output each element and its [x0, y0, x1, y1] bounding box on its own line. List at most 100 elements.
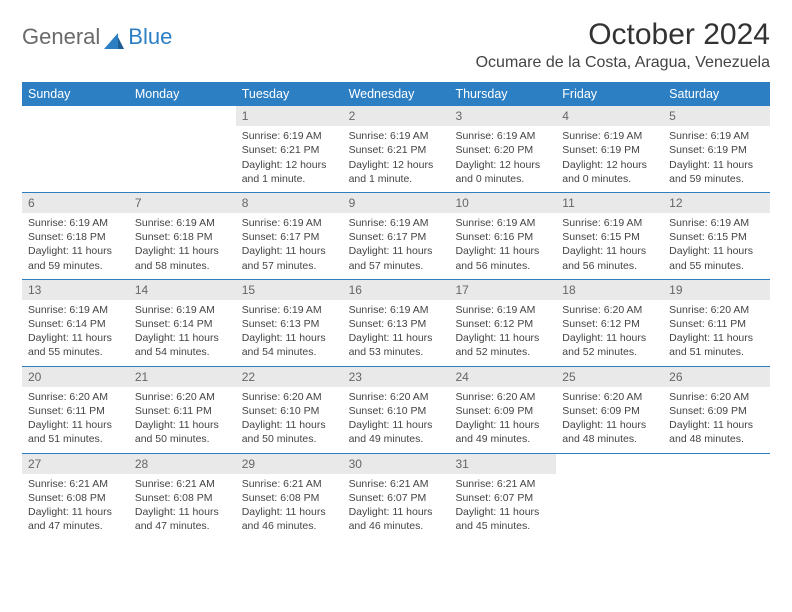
calendar-cell: 6Sunrise: 6:19 AMSunset: 6:18 PMDaylight…	[22, 193, 129, 279]
calendar-cell: 15Sunrise: 6:19 AMSunset: 6:13 PMDayligh…	[236, 280, 343, 366]
day-number: 13	[22, 280, 129, 300]
calendar-cell: 23Sunrise: 6:20 AMSunset: 6:10 PMDayligh…	[343, 367, 450, 453]
day-number: 7	[129, 193, 236, 213]
sunset-text: Sunset: 6:10 PM	[242, 404, 337, 418]
calendar-cell: 13Sunrise: 6:19 AMSunset: 6:14 PMDayligh…	[22, 280, 129, 366]
calendar-cell: 29 Sunrise: 6:21 AMSunset: 6:08 PMDayligh…	[236, 454, 343, 540]
day-number: 29	[236, 454, 343, 474]
calendar-week: 1Sunrise: 6:19 AMSunset: 6:21 PMDaylight…	[22, 106, 770, 193]
day-number: 8	[236, 193, 343, 213]
calendar-week: 13Sunrise: 6:19 AMSunset: 6:14 PMDayligh…	[22, 280, 770, 367]
sunset-text: Sunset: 6:07 PM	[455, 491, 550, 505]
calendar-cell: 16Sunrise: 6:19 AMSunset: 6:13 PMDayligh…	[343, 280, 450, 366]
day-number: 24	[449, 367, 556, 387]
daylight-text: Daylight: 11 hours and 55 minutes.	[28, 331, 123, 359]
daylight-text: Daylight: 12 hours and 1 minute.	[349, 158, 444, 186]
sunset-text: Sunset: 6:12 PM	[455, 317, 550, 331]
day-number: 21	[129, 367, 236, 387]
daylight-text: Daylight: 11 hours and 57 minutes.	[349, 244, 444, 272]
sunset-text: Sunset: 6:14 PM	[28, 317, 123, 331]
calendar-cell: 19Sunrise: 6:20 AMSunset: 6:11 PMDayligh…	[663, 280, 770, 366]
calendar-cell: 20Sunrise: 6:20 AMSunset: 6:11 PMDayligh…	[22, 367, 129, 453]
calendar-cell: 7Sunrise: 6:19 AMSunset: 6:18 PMDaylight…	[129, 193, 236, 279]
sunrise-text: Sunrise: 6:19 AM	[562, 216, 657, 230]
calendar-cell: 10Sunrise: 6:19 AMSunset: 6:16 PMDayligh…	[449, 193, 556, 279]
sunset-text: Sunset: 6:08 PM	[135, 491, 230, 505]
calendar-week: 20Sunrise: 6:20 AMSunset: 6:11 PMDayligh…	[22, 367, 770, 454]
sunrise-text: Sunrise: 6:19 AM	[669, 129, 764, 143]
sunrise-text: Sunrise: 6:19 AM	[562, 129, 657, 143]
daylight-text: Daylight: 11 hours and 51 minutes.	[28, 418, 123, 446]
sunrise-text: Sunrise: 6:21 AM	[242, 477, 337, 491]
calendar-cell-empty	[556, 454, 663, 540]
month-title: October 2024	[476, 18, 770, 52]
daylight-text: Daylight: 11 hours and 51 minutes.	[669, 331, 764, 359]
day-number: 31	[449, 454, 556, 474]
header: General Blue October 2024 Ocumare de la …	[22, 18, 770, 72]
brand-text-2: Blue	[128, 24, 172, 50]
daylight-text: Daylight: 11 hours and 50 minutes.	[135, 418, 230, 446]
calendar-cell: 1Sunrise: 6:19 AMSunset: 6:21 PMDaylight…	[236, 106, 343, 192]
sunrise-text: Sunrise: 6:19 AM	[349, 129, 444, 143]
day-details: Sunrise: 6:20 AMSunset: 6:09 PMDaylight:…	[449, 387, 556, 453]
day-of-week-label: Thursday	[449, 82, 556, 106]
sunset-text: Sunset: 6:15 PM	[669, 230, 764, 244]
sunrise-text: Sunrise: 6:19 AM	[242, 129, 337, 143]
calendar-cell: 30Sunrise: 6:21 AMSunset: 6:07 PMDayligh…	[343, 454, 450, 540]
sunset-text: Sunset: 6:14 PM	[135, 317, 230, 331]
daylight-text: Daylight: 11 hours and 49 minutes.	[455, 418, 550, 446]
day-details: Sunrise: 6:19 AMSunset: 6:13 PMDaylight:…	[236, 300, 343, 366]
day-number: 27	[22, 454, 129, 474]
calendar-cell: 24Sunrise: 6:20 AMSunset: 6:09 PMDayligh…	[449, 367, 556, 453]
day-details: Sunrise: 6:19 AMSunset: 6:17 PMDaylight:…	[236, 213, 343, 279]
sunrise-text: Sunrise: 6:20 AM	[135, 390, 230, 404]
day-of-week-header: SundayMondayTuesdayWednesdayThursdayFrid…	[22, 82, 770, 106]
day-of-week-label: Saturday	[663, 82, 770, 106]
sunset-text: Sunset: 6:19 PM	[669, 143, 764, 157]
daylight-text: Daylight: 12 hours and 1 minute.	[242, 158, 337, 186]
sunset-text: Sunset: 6:08 PM	[242, 491, 337, 505]
daylight-text: Daylight: 11 hours and 54 minutes.	[242, 331, 337, 359]
sunset-text: Sunset: 6:08 PM	[28, 491, 123, 505]
day-details: Sunrise: 6:20 AMSunset: 6:09 PMDaylight:…	[663, 387, 770, 453]
day-details: Sunrise: 6:20 AMSunset: 6:10 PMDaylight:…	[343, 387, 450, 453]
sunrise-text: Sunrise: 6:19 AM	[455, 129, 550, 143]
sunrise-text: Sunrise: 6:20 AM	[562, 390, 657, 404]
daylight-text: Daylight: 11 hours and 58 minutes.	[135, 244, 230, 272]
sunrise-text: Sunrise: 6:19 AM	[349, 216, 444, 230]
sunrise-text: Sunrise: 6:19 AM	[135, 303, 230, 317]
sunrise-text: Sunrise: 6:20 AM	[349, 390, 444, 404]
day-details: Sunrise: 6:19 AMSunset: 6:19 PMDaylight:…	[556, 126, 663, 192]
sunset-text: Sunset: 6:15 PM	[562, 230, 657, 244]
day-details: Sunrise: 6:19 AMSunset: 6:14 PMDaylight:…	[129, 300, 236, 366]
sunset-text: Sunset: 6:13 PM	[349, 317, 444, 331]
sunset-text: Sunset: 6:17 PM	[349, 230, 444, 244]
day-details: Sunrise: 6:20 AMSunset: 6:10 PMDaylight:…	[236, 387, 343, 453]
day-number: 12	[663, 193, 770, 213]
sunset-text: Sunset: 6:09 PM	[455, 404, 550, 418]
sunset-text: Sunset: 6:17 PM	[242, 230, 337, 244]
sunset-text: Sunset: 6:09 PM	[669, 404, 764, 418]
calendar-cell: 25Sunrise: 6:20 AMSunset: 6:09 PMDayligh…	[556, 367, 663, 453]
day-details: Sunrise: 6:19 AMSunset: 6:18 PMDaylight:…	[129, 213, 236, 279]
daylight-text: Daylight: 11 hours and 54 minutes.	[135, 331, 230, 359]
day-details: Sunrise: 6:19 AMSunset: 6:15 PMDaylight:…	[663, 213, 770, 279]
sunrise-text: Sunrise: 6:21 AM	[455, 477, 550, 491]
day-of-week-label: Wednesday	[343, 82, 450, 106]
daylight-text: Daylight: 11 hours and 46 minutes.	[242, 505, 337, 533]
sunrise-text: Sunrise: 6:19 AM	[455, 303, 550, 317]
sunset-text: Sunset: 6:11 PM	[28, 404, 123, 418]
day-number: 15	[236, 280, 343, 300]
day-number: 6	[22, 193, 129, 213]
sunrise-text: Sunrise: 6:19 AM	[669, 216, 764, 230]
daylight-text: Daylight: 11 hours and 48 minutes.	[562, 418, 657, 446]
sunset-text: Sunset: 6:20 PM	[455, 143, 550, 157]
day-details: Sunrise: 6:21 AMSunset: 6:08 PMDaylight:…	[129, 474, 236, 540]
day-details: Sunrise: 6:19 AMSunset: 6:19 PMDaylight:…	[663, 126, 770, 192]
brand-mark-icon	[104, 29, 124, 45]
daylight-text: Daylight: 11 hours and 48 minutes.	[669, 418, 764, 446]
daylight-text: Daylight: 11 hours and 52 minutes.	[562, 331, 657, 359]
day-number: 22	[236, 367, 343, 387]
day-number: 9	[343, 193, 450, 213]
day-details: Sunrise: 6:21 AMSunset: 6:07 PMDaylight:…	[343, 474, 450, 540]
